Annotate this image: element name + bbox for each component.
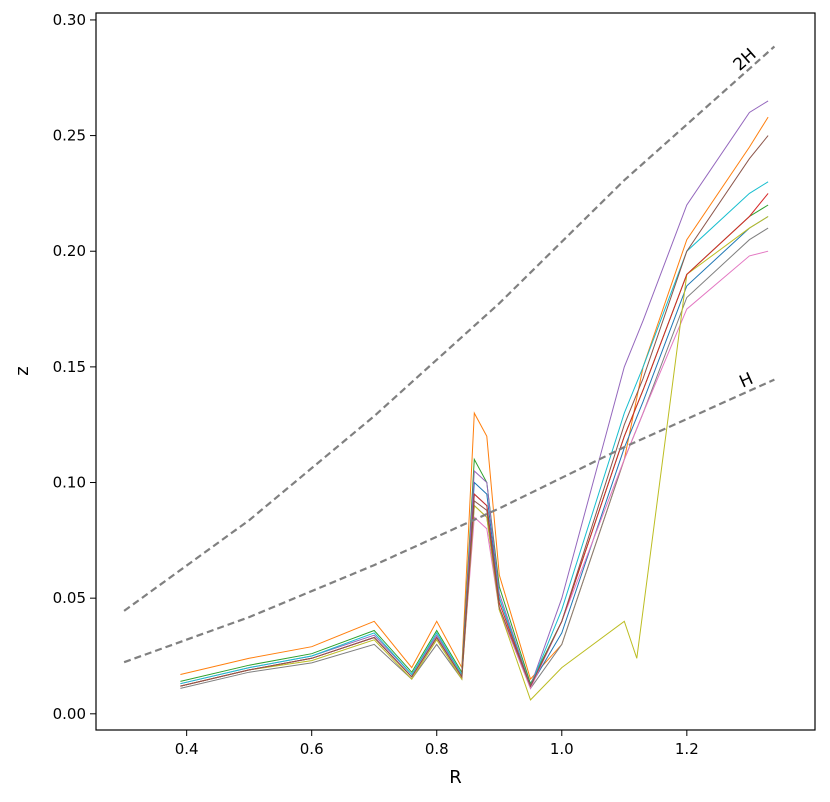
reference-line-2h <box>123 45 776 612</box>
series-line-9 <box>180 135 769 688</box>
y-tick-label: 0.25 <box>53 127 86 145</box>
reference-line-h <box>123 378 775 664</box>
x-tick-label: 0.4 <box>175 740 199 758</box>
x-tick-label: 0.8 <box>425 740 449 758</box>
series-line-7 <box>180 216 769 701</box>
plot-frame <box>95 12 816 731</box>
y-tick-label: 0.15 <box>53 358 86 376</box>
series-line-5 <box>180 181 769 688</box>
series-line-2 <box>180 216 769 688</box>
reference-line-label-2h: 2H <box>730 45 761 76</box>
y-axis: 0.00 0.05 0.10 0.15 0.20 0.25 0.30 <box>53 11 96 723</box>
y-tick-label: 0.30 <box>53 11 86 29</box>
x-tick-label: 1.2 <box>675 740 699 758</box>
series-line-8 <box>180 193 769 688</box>
series-line-0 <box>180 116 769 681</box>
series-line-1 <box>180 204 769 686</box>
series-line-3 <box>180 227 769 690</box>
x-axis: 0.4 0.6 0.8 1.0 1.2 <box>175 730 699 758</box>
x-axis-label: R <box>449 767 462 788</box>
series-line-4 <box>180 100 769 688</box>
y-tick-label: 0.10 <box>53 474 86 492</box>
x-tick-label: 0.6 <box>300 740 324 758</box>
y-axis-label: z <box>12 366 33 375</box>
y-tick-label: 0.05 <box>53 589 86 607</box>
x-tick-label: 1.0 <box>550 740 574 758</box>
y-tick-label: 0.20 <box>53 242 86 260</box>
y-tick-label: 0.00 <box>53 705 86 723</box>
series-layer <box>180 100 769 701</box>
